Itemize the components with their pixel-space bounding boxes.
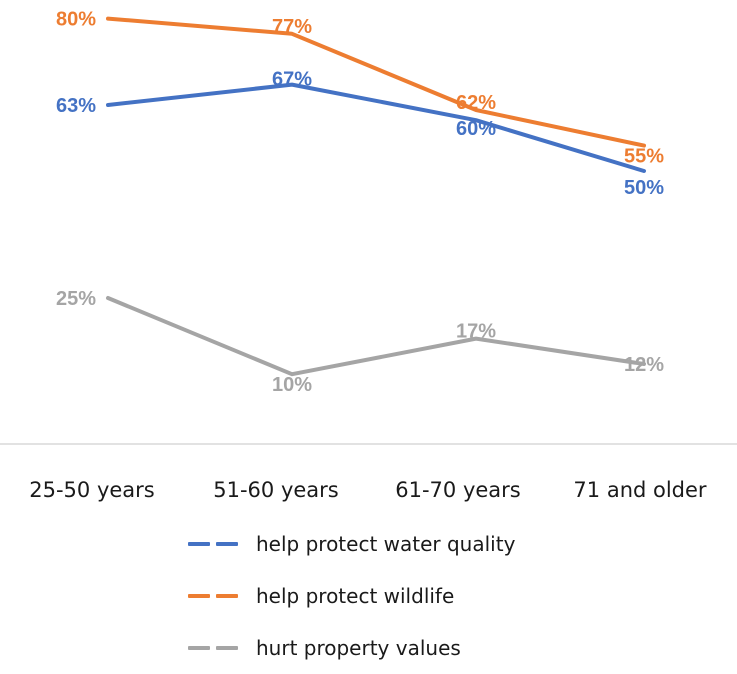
legend-item-property-values: hurt property values <box>188 622 608 674</box>
data-label-property-values: 17% <box>456 321 496 343</box>
legend-label: hurt property values <box>256 636 461 660</box>
data-label-wildlife: 80% <box>56 9 96 31</box>
category-label: 71 and older <box>573 478 707 502</box>
data-label-property-values: 10% <box>272 374 312 396</box>
data-label-water-quality: 60% <box>456 118 496 140</box>
series-line-water-quality <box>106 82 646 173</box>
data-label-wildlife: 55% <box>624 146 664 168</box>
swatch-segment <box>188 594 210 598</box>
legend-item-water-quality: help protect water quality <box>188 518 608 570</box>
category-label: 51-60 years <box>213 478 339 502</box>
data-label-water-quality: 63% <box>56 95 96 117</box>
data-label-property-values: 25% <box>56 288 96 310</box>
legend-item-wildlife: help protect wildlife <box>188 570 608 622</box>
swatch-segment <box>216 594 238 598</box>
swatch-segment <box>188 542 210 546</box>
data-label-water-quality: 67% <box>272 69 312 91</box>
series-line-property-values <box>106 296 646 377</box>
legend: help protect water quality help protect … <box>188 518 608 674</box>
data-label-water-quality: 50% <box>624 177 664 199</box>
legend-swatch-property-values <box>188 646 256 650</box>
data-label-wildlife: 77% <box>272 16 312 38</box>
data-labels-layer: 63% 67% 60% 50% 80% 77% 62% 55% 25% 10% 17% 12% <box>56 9 664 397</box>
category-axis: 25-50 years 51-60 years 61-70 years 71 a… <box>29 478 707 502</box>
legend-label: help protect water quality <box>256 532 516 556</box>
swatch-segment <box>216 646 238 650</box>
legend-swatch-water-quality <box>188 542 256 546</box>
series-layer <box>106 16 646 377</box>
line-chart: 63% 67% 60% 50% 80% 77% 62% 55% 25% 10% 17% 12% <box>0 9 737 445</box>
data-label-wildlife: 62% <box>456 92 496 114</box>
legend-swatch-wildlife <box>188 594 256 598</box>
category-label: 25-50 years <box>29 478 155 502</box>
series-line-wildlife <box>106 16 646 148</box>
data-label-property-values: 12% <box>624 354 664 376</box>
legend-label: help protect wildlife <box>256 584 455 608</box>
category-label: 61-70 years <box>395 478 521 502</box>
swatch-segment <box>216 542 238 546</box>
swatch-segment <box>188 646 210 650</box>
